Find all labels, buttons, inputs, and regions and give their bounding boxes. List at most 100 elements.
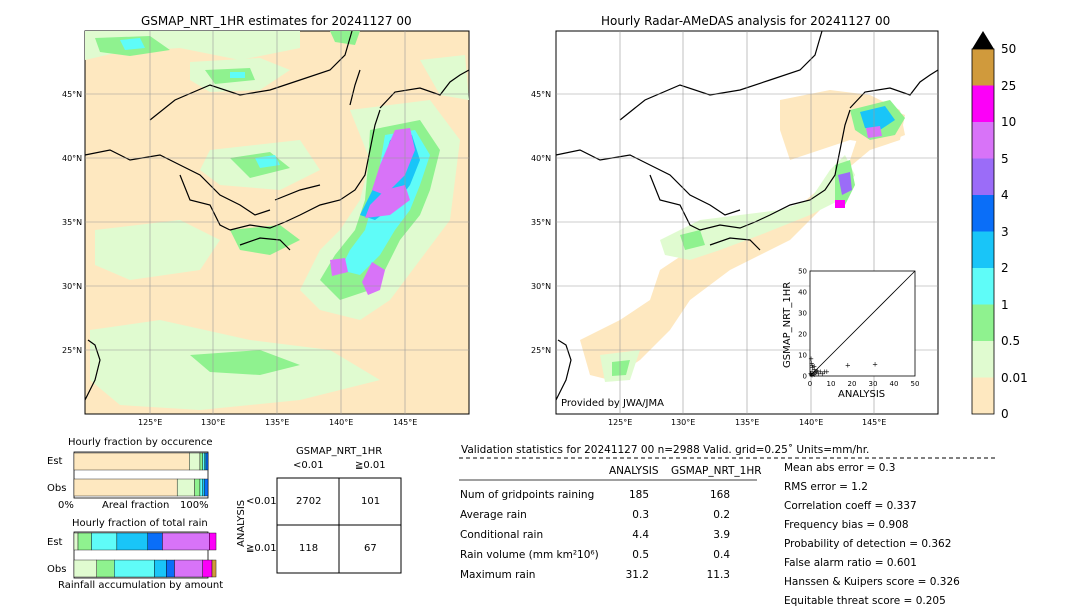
scatter-point: + bbox=[810, 364, 816, 372]
colorbar-label: 0 bbox=[1001, 407, 1009, 421]
scatter-point: + bbox=[818, 368, 824, 376]
stats-score: Mean abs error = 0.3 bbox=[784, 462, 896, 474]
fraction-bar-segment bbox=[205, 452, 209, 471]
scatter-ytick: 40 bbox=[798, 289, 807, 297]
colorbar-segment bbox=[972, 304, 994, 341]
fraction-bar-segment bbox=[73, 559, 97, 578]
fraction-bar-segment bbox=[194, 478, 201, 497]
left-lon-label-135: 135°E bbox=[265, 418, 290, 427]
left-rain-field bbox=[85, 31, 469, 410]
stats-row-analysis: 0.5 bbox=[632, 549, 649, 561]
scatter-point: + bbox=[820, 370, 826, 378]
left-coastlines bbox=[84, 30, 470, 401]
map-credit: Provided by JWA/JMA bbox=[561, 398, 664, 409]
contingency-cell-21: 118 bbox=[299, 543, 319, 554]
axis-left-label: 0% bbox=[58, 500, 74, 511]
fraction-bar-segment bbox=[204, 478, 209, 497]
stats-row-label: Rain volume (mm km²10⁶) bbox=[460, 549, 599, 561]
fraction-bar-segment bbox=[113, 559, 155, 578]
total-rain-title: Hourly fraction of total rain bbox=[72, 518, 208, 529]
tot-est-label: Est bbox=[47, 537, 63, 548]
left-lat-label-35: 35°N bbox=[62, 218, 83, 227]
scatter-xlabel: ANALYSIS bbox=[838, 389, 886, 400]
fraction-bar-segment bbox=[174, 559, 203, 578]
scatter-point: + bbox=[845, 362, 851, 370]
right-lat-label-40: 40°N bbox=[531, 154, 552, 163]
scatter-point: + bbox=[822, 368, 828, 376]
fraction-bar-segment bbox=[199, 478, 203, 497]
contingency-cell-11: 2702 bbox=[296, 496, 322, 507]
fraction-bar-segment bbox=[202, 478, 205, 497]
scatter-point: + bbox=[811, 371, 817, 379]
scatter-one-to-one-line bbox=[809, 270, 916, 377]
colorbar-label: 0.01 bbox=[1001, 370, 1028, 385]
fraction-bar-segment bbox=[204, 452, 207, 471]
left-lat-label-40: 40°N bbox=[62, 154, 83, 163]
scatter-ticks: 00 10 10 20 20 30 30 40 40 50 50 bbox=[798, 268, 919, 389]
scatter-xtick: 0 bbox=[808, 380, 812, 388]
scatter-ytick: 20 bbox=[798, 331, 807, 339]
contingency-title: GSMAP_NRT_1HR bbox=[296, 446, 383, 457]
left-lon-label-145: 145°E bbox=[393, 418, 418, 427]
left-lon-label-125: 125°E bbox=[138, 418, 163, 427]
right-lat-label-25: 25°N bbox=[531, 346, 552, 355]
left-lon-label-140: 140°E bbox=[329, 418, 354, 427]
fraction-bar-segment bbox=[73, 478, 178, 497]
scatter-point: + bbox=[872, 360, 878, 368]
colorbar-segment bbox=[972, 231, 994, 268]
scatter-xtick: 50 bbox=[911, 380, 920, 388]
contingency-cell-12: 101 bbox=[361, 496, 381, 507]
left-gridlines bbox=[85, 31, 469, 414]
colorbar-segment bbox=[972, 85, 994, 122]
stats-score: Correlation coeff = 0.337 bbox=[784, 500, 917, 512]
colorbar-segment bbox=[972, 377, 994, 414]
stats-score: Probability of detection = 0.362 bbox=[784, 538, 952, 550]
stats-row-label: Conditional rain bbox=[460, 529, 544, 541]
stats-row-analysis: 185 bbox=[628, 489, 649, 501]
scatter-point: + bbox=[809, 371, 815, 379]
right-coastlines bbox=[555, 30, 939, 401]
colorbar-label: 4 bbox=[1001, 188, 1009, 202]
stats-row-gsmap: 11.3 bbox=[706, 569, 730, 581]
right-lon-label-125: 125°E bbox=[608, 418, 633, 427]
colorbar-label: 10 bbox=[1001, 115, 1017, 129]
scatter-point: + bbox=[813, 368, 819, 376]
scatter-xtick: 10 bbox=[827, 380, 836, 388]
contingency-row2: ≧0.01 bbox=[246, 543, 277, 554]
colorbar bbox=[971, 31, 995, 415]
colorbar-label: 0.5 bbox=[1001, 334, 1021, 348]
fraction-bar-segment bbox=[166, 559, 175, 578]
fraction-bar-segment bbox=[91, 532, 118, 551]
scatter-xtick: 40 bbox=[890, 380, 899, 388]
scatter-point: + bbox=[809, 368, 815, 376]
contingency-row1: <0.01 bbox=[246, 496, 277, 507]
scatter-point: + bbox=[809, 362, 815, 370]
stats-col-gsmap: GSMAP_NRT_1HR bbox=[671, 465, 762, 477]
right-lon-label-140: 140°E bbox=[799, 418, 824, 427]
axis-right-label: 100% bbox=[180, 500, 209, 511]
scatter-point: + bbox=[815, 370, 821, 378]
scatter-points: +++++++++++++++ +++ ++++ bbox=[808, 355, 878, 379]
stats-score: Equitable threat score = 0.205 bbox=[784, 595, 946, 607]
scatter-point: + bbox=[809, 359, 815, 367]
right-lat-label-30: 30°N bbox=[531, 282, 552, 291]
scatter-point: + bbox=[814, 367, 820, 375]
scatter-point: + bbox=[808, 355, 814, 363]
accumulation-label: Rainfall accumulation by amount bbox=[58, 580, 224, 591]
colorbar-label: 1 bbox=[1001, 297, 1009, 312]
stats-row-label: Maximum rain bbox=[460, 569, 536, 581]
stats-row-analysis: 0.3 bbox=[632, 509, 649, 521]
colorbar-label: 2 bbox=[1001, 261, 1009, 275]
occurrence-frame bbox=[73, 451, 209, 499]
stats-row-label: Average rain bbox=[460, 509, 527, 521]
fraction-bar-segment bbox=[77, 532, 92, 551]
fraction-bar-segment bbox=[176, 478, 195, 497]
stats-score: Frequency bias = 0.908 bbox=[784, 519, 909, 531]
fraction-bar-segment bbox=[202, 559, 213, 578]
axis-mid-label: Areal fraction bbox=[102, 500, 170, 511]
right-lon-label-130: 130°E bbox=[671, 418, 696, 427]
colorbar-segment bbox=[972, 158, 994, 195]
colorbar-extend-arrow bbox=[972, 31, 994, 49]
scatter-ytick: 50 bbox=[798, 268, 807, 276]
